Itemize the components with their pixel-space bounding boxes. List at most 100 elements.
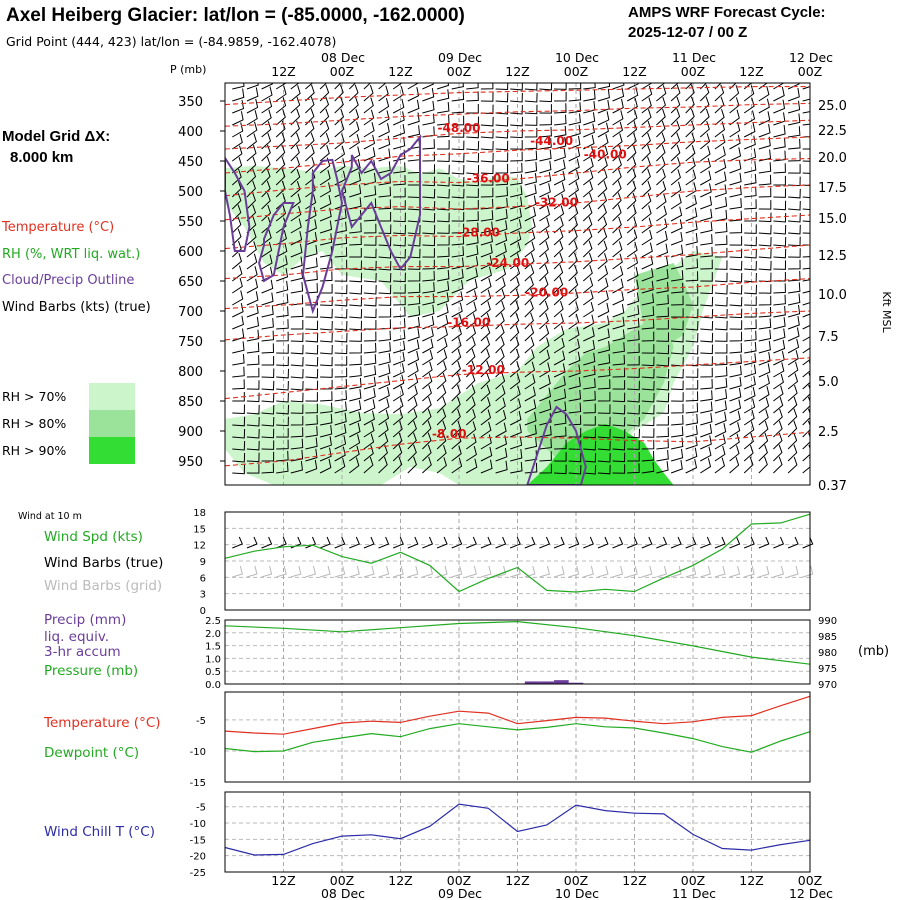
wind-barb-true (378, 536, 390, 549)
wind-barb (714, 320, 728, 331)
pressure-tick-label: 975 (818, 664, 837, 675)
wind-barb (290, 193, 301, 210)
wind-barb (729, 134, 741, 150)
wind-barb (656, 404, 669, 414)
wind-barb (553, 205, 565, 222)
wind-barb (597, 428, 611, 439)
wind-barb (466, 278, 478, 294)
wind-barb (509, 385, 521, 402)
wind-barb (627, 279, 639, 294)
temperature-isotherm (225, 158, 810, 197)
wind-barb (729, 456, 740, 474)
wind-barb (349, 210, 362, 222)
wind-barb (714, 284, 728, 295)
wind-barb (451, 188, 465, 199)
wind-barb-grid (553, 565, 565, 578)
wind-barb (436, 444, 447, 462)
wind-barb (319, 233, 333, 246)
wind-barb (524, 386, 536, 402)
wind-barb (700, 435, 712, 450)
wind-barb (670, 193, 682, 210)
wind-barb (510, 185, 523, 198)
wind-barb (758, 111, 771, 126)
wind-barb (231, 192, 242, 210)
wind-barb (437, 102, 450, 114)
wind-barb (773, 248, 787, 259)
bottom-hour-label: 12Z (505, 873, 529, 888)
wind-barb (466, 290, 478, 306)
wind-barb (466, 188, 479, 198)
wind-barb (246, 342, 260, 354)
wind-barb (465, 384, 476, 402)
wind-barb (670, 84, 681, 102)
wind-barb (802, 336, 810, 342)
wind-barb (363, 456, 374, 474)
wind-barb (451, 83, 464, 90)
wind-barb (612, 380, 626, 390)
temp-frame (224, 691, 811, 783)
wind-barb (261, 305, 274, 318)
wind-barb (685, 344, 699, 355)
wind-barb (393, 272, 406, 283)
wind-barb (348, 457, 360, 474)
wind-barb (436, 408, 447, 426)
wind-barb (290, 181, 301, 198)
wind-barb (700, 208, 713, 222)
wind-barb (714, 222, 728, 234)
wind-barb (451, 279, 464, 294)
wind-barb (787, 456, 798, 474)
wind-barb (627, 428, 640, 439)
wind-barb (524, 349, 535, 366)
wind-barb (510, 104, 523, 115)
wind-barb (392, 363, 405, 378)
wind-barb (583, 112, 596, 126)
wind-barb (451, 268, 464, 282)
wind-barb-true (319, 536, 331, 549)
wind-barb (714, 235, 728, 246)
wind-barb (276, 380, 289, 391)
wind-barb (305, 403, 318, 414)
wind-barb (320, 391, 333, 402)
wind-barb (466, 199, 479, 210)
wind-barb (436, 89, 450, 102)
wind-barb (495, 140, 509, 151)
wind-barb (597, 452, 611, 463)
wind-barb (758, 260, 772, 271)
wind-barb (568, 326, 580, 342)
wind-barb (349, 366, 362, 378)
wind-barb (393, 175, 406, 186)
temp-series-line (224, 695, 811, 735)
wind-barb (554, 426, 567, 438)
wind-barb (407, 224, 421, 235)
wind-barb (758, 212, 772, 223)
wind-barb (758, 363, 771, 378)
wind-barb (349, 445, 360, 462)
wind-barb (773, 432, 783, 450)
wind-barb (305, 459, 318, 474)
wind-barb (626, 83, 639, 90)
wind-barb (276, 293, 289, 306)
wind-barb (261, 241, 273, 258)
wind-barb (626, 229, 638, 246)
wind-barb (758, 340, 771, 354)
legend-entry: Cloud/Precip Outline (2, 273, 134, 288)
wind-barb (276, 280, 289, 294)
wind-barb (276, 356, 289, 367)
wind-barb (466, 458, 478, 474)
wind-barb (670, 169, 681, 186)
wind-barb (261, 132, 272, 150)
bottom-date-label: 08 Dec (321, 886, 365, 900)
wind-legend-label: Wind Spd (kts) (44, 529, 143, 545)
wind-barb (378, 456, 388, 474)
wind-barb (802, 267, 810, 270)
wind-barb (802, 86, 810, 90)
top-date-label: 11 Dec (672, 50, 716, 65)
wind-barb (363, 185, 377, 198)
isotherm-label: -36.00 (467, 172, 510, 186)
wind-barb (729, 121, 741, 138)
wind-barb (685, 83, 693, 90)
wind-barb (626, 266, 639, 282)
wind-barb (787, 384, 798, 402)
top-hour-label: 00Z (798, 64, 822, 79)
legend-entry: Temperature (°C) (1, 220, 114, 235)
